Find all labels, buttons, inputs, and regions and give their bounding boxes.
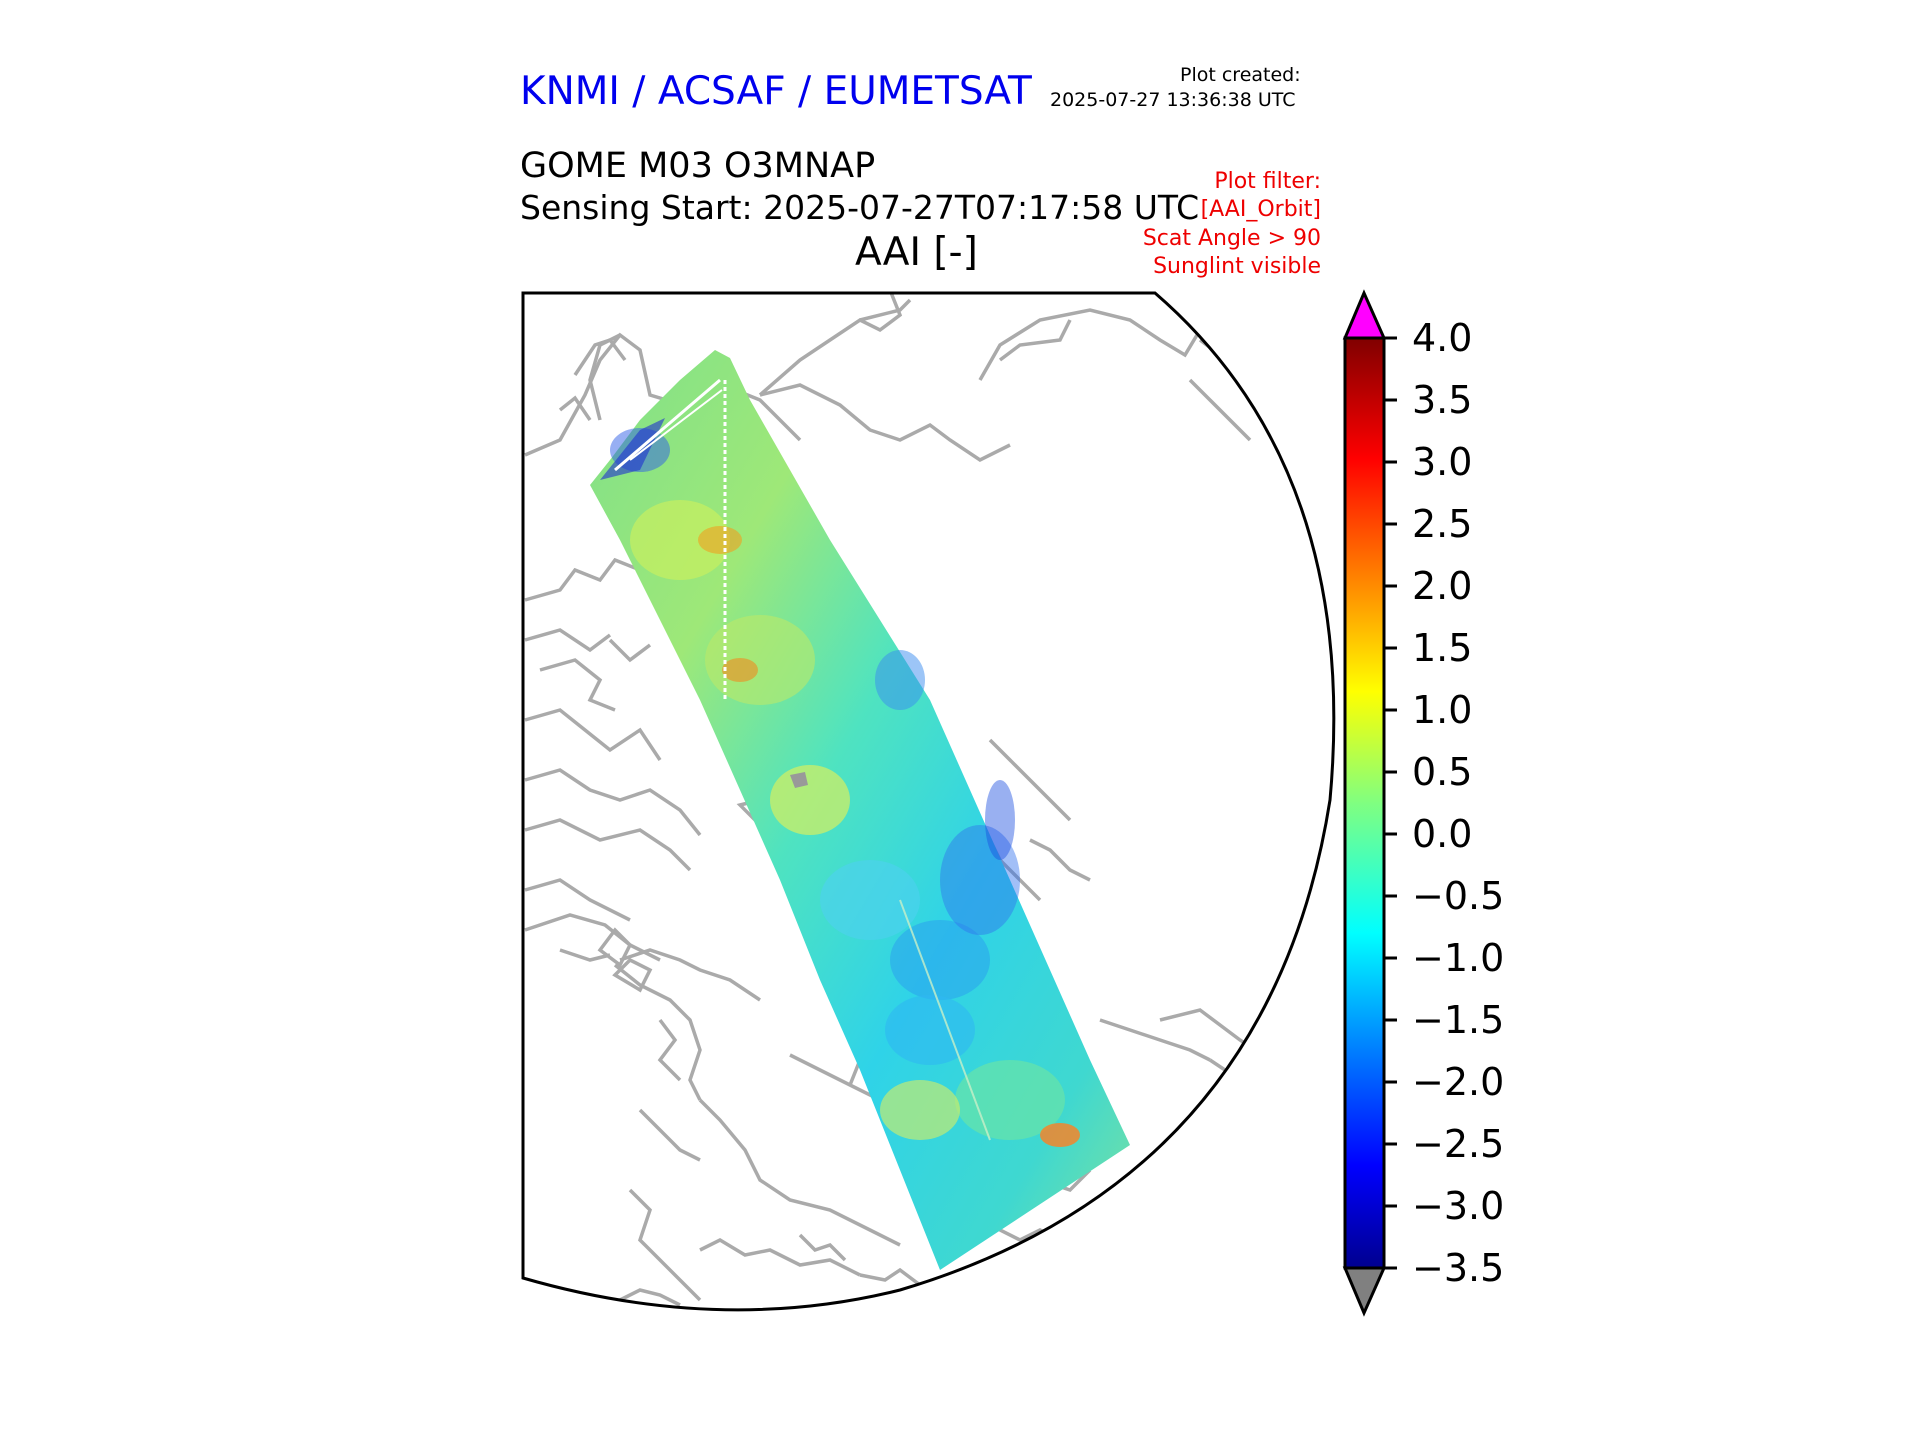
colorbar-tick-label: 2.5 bbox=[1412, 502, 1472, 546]
colorbar-ticks: 4.0 3.5 3.0 2.5 2.0 1.5 1.0 0.5 0.0 −0.5 −1.0 −1.5 −… bbox=[1384, 316, 1504, 1290]
colorbar-tick-label: 2.0 bbox=[1412, 564, 1472, 608]
sensing-start: Sensing Start: 2025-07-27T07:17:58 UTC bbox=[520, 188, 1200, 227]
plot-filter-scat-angle: Scat Angle > 90 bbox=[1142, 226, 1321, 251]
colorbar-gradient bbox=[1343, 336, 1386, 1270]
colorbar: 4.0 3.5 3.0 2.5 2.0 1.5 1.0 0.5 0.0 −0.5 −1.0 −1.5 −… bbox=[1342, 289, 1504, 1317]
colorbar-tick-label: 0.0 bbox=[1412, 812, 1472, 856]
colorbar-tick-label: 1.5 bbox=[1412, 626, 1472, 670]
colorbar-tick-label: −3.0 bbox=[1412, 1184, 1504, 1228]
colorbar-over-extension bbox=[1342, 289, 1387, 340]
colorbar-tick-label: −1.5 bbox=[1412, 998, 1504, 1042]
plot-filter-sunglint: Sunglint visible bbox=[1153, 254, 1321, 279]
map-boundary bbox=[521, 291, 1336, 1312]
organization-title: KNMI / ACSAF / EUMETSAT bbox=[520, 69, 1032, 114]
plot-created-time: 2025-07-27 13:36:38 UTC bbox=[1050, 89, 1296, 111]
colorbar-tick-label: −2.5 bbox=[1412, 1122, 1504, 1166]
map-area bbox=[523, 293, 1334, 1310]
colorbar-under-extension bbox=[1342, 1266, 1387, 1317]
colorbar-tick-label: 4.0 bbox=[1412, 316, 1472, 360]
colorbar-tick-label: −0.5 bbox=[1412, 874, 1504, 918]
colorbar-tick-label: 3.5 bbox=[1412, 378, 1472, 422]
aai-swath bbox=[590, 350, 1130, 1270]
colorbar-tick-label: 1.0 bbox=[1412, 688, 1472, 732]
colorbar-tick-label: −1.0 bbox=[1412, 936, 1504, 980]
colorbar-tick-label: 0.5 bbox=[1412, 750, 1472, 794]
variable-title: AAI [-] bbox=[855, 230, 978, 275]
colorbar-tick-label: 3.0 bbox=[1412, 440, 1472, 484]
plot-filter-label: Plot filter: bbox=[1214, 169, 1321, 194]
colorbar-tick-label: −3.5 bbox=[1412, 1246, 1504, 1290]
plot-created-label: Plot created: bbox=[1180, 64, 1301, 86]
colorbar-tick-label: −2.0 bbox=[1412, 1060, 1504, 1104]
plot-filter-name: [AAI_Orbit] bbox=[1200, 197, 1321, 222]
product-title: GOME M03 O3MNAP bbox=[520, 146, 876, 186]
